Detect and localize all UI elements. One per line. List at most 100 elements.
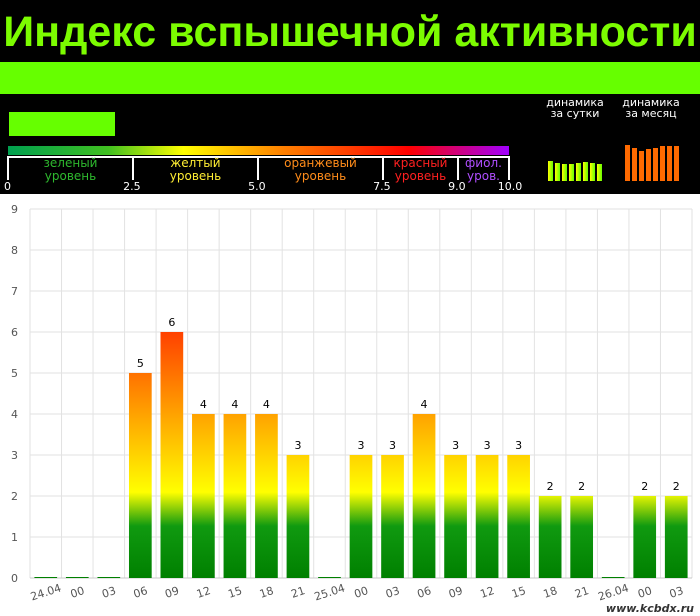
level-label-line2: уровень: [169, 169, 222, 183]
level-label-line2: уровень: [294, 169, 347, 183]
x-tick-label: 12: [195, 584, 212, 601]
dynamics-month-label-line2: за месяц: [625, 107, 677, 120]
bar-value-label: 4: [421, 398, 428, 411]
bar: [97, 577, 121, 578]
level-scale-tick: [457, 156, 459, 180]
x-tick-label: 15: [226, 584, 243, 601]
y-tick-label: 8: [11, 244, 18, 257]
x-tick-label: 24.04: [29, 581, 63, 603]
sparkbar: [569, 164, 574, 181]
level-label: красный уровень: [383, 157, 458, 183]
level-label: зеленый уровень: [8, 157, 133, 183]
x-tick-label: 06: [132, 584, 149, 601]
level-scale-tick: [257, 156, 259, 180]
dynamics-day-label: динамика за сутки: [540, 97, 610, 119]
level-label-line1: фиол.: [465, 156, 502, 170]
sparkbar: [625, 145, 630, 181]
y-tick-label: 5: [11, 367, 18, 380]
chart-bars: [34, 332, 688, 578]
x-tick-label: 15: [510, 584, 527, 601]
sparkbar: [660, 146, 665, 181]
bar: [349, 455, 373, 578]
y-tick-label: 2: [11, 490, 18, 503]
bar: [381, 455, 404, 578]
x-tick-label: 03: [100, 584, 117, 601]
x-tick-label: 18: [258, 584, 275, 601]
sparkbar: [667, 146, 672, 181]
sparkbar: [639, 151, 644, 181]
dynamics-month-label: динамика за месяц: [616, 97, 686, 119]
y-tick-label: 7: [11, 285, 18, 298]
level-scale-tick: [7, 156, 9, 180]
bar: [192, 414, 215, 578]
bar: [507, 455, 530, 578]
watermark: www.kcbdx.ru: [603, 602, 696, 615]
x-tick-label: 12: [479, 584, 496, 601]
x-tick-label: 18: [542, 584, 559, 601]
level-scale-number: 2.5: [123, 180, 141, 193]
y-tick-label: 0: [11, 572, 18, 585]
bar: [65, 577, 89, 578]
level-scale-number: 9.0: [448, 180, 466, 193]
level-label: желтый уровень: [133, 157, 258, 183]
bar: [34, 577, 58, 578]
y-tick-label: 3: [11, 449, 18, 462]
bar: [318, 577, 341, 578]
bar: [633, 496, 657, 578]
x-tick-label: 00: [352, 584, 369, 601]
x-tick-label: 25.04: [313, 581, 347, 603]
level-label-line2: уровень: [394, 169, 447, 183]
y-tick-label: 4: [11, 408, 18, 421]
bar-value-label: 3: [358, 439, 365, 452]
bar: [570, 496, 594, 578]
bar: [601, 577, 625, 578]
level-scale-tick: [382, 156, 384, 180]
x-tick-label: 26.04: [596, 581, 630, 603]
x-tick-label: 09: [447, 584, 464, 601]
level-label: фиол. уров.: [458, 157, 509, 183]
level-label-line2: уров.: [467, 169, 500, 183]
bar: [475, 455, 499, 578]
sparkbar: [555, 163, 560, 181]
dynamics-day-label-line2: за сутки: [550, 107, 600, 120]
bar: [412, 414, 436, 578]
page-title: Индекс вспышечной активности: [3, 8, 697, 56]
level-label-line1: желтый: [170, 156, 221, 170]
sparkbar: [583, 162, 588, 181]
bar: [664, 496, 688, 578]
bar-value-label: 2: [547, 480, 554, 493]
dynamics-day-label-line1: динамика: [546, 96, 604, 109]
y-tick-label: 6: [11, 326, 18, 339]
sparkbar: [548, 161, 553, 181]
sparkbar: [653, 148, 658, 181]
level-scale-gradient: [8, 146, 509, 155]
sparkbar: [632, 148, 637, 181]
sparkbar: [562, 164, 567, 181]
bar: [223, 414, 247, 578]
level-scale-number: 7.5: [373, 180, 391, 193]
bar: [128, 373, 152, 578]
current-level-band: [0, 62, 700, 94]
bar-value-label: 3: [389, 439, 396, 452]
x-tick-label: 06: [416, 584, 433, 601]
bar: [255, 414, 278, 578]
bar-value-label: 3: [294, 439, 301, 452]
bar-value-label: 4: [200, 398, 207, 411]
header-panel: Индекс вспышечной активности 0 2.5 5.0 7.5 9…: [0, 0, 700, 194]
level-label: оранжевый уровень: [258, 157, 383, 183]
level-label-line1: красный: [393, 156, 448, 170]
y-tick-label: 9: [11, 203, 18, 216]
bar-value-label: 2: [673, 480, 680, 493]
y-tick-label: 1: [11, 531, 18, 544]
sparkbar: [646, 149, 651, 181]
bar: [538, 496, 562, 578]
bar-value-label: 2: [578, 480, 585, 493]
x-tick-label: 09: [163, 584, 180, 601]
level-scale-tick: [132, 156, 134, 180]
bar-value-label: 2: [641, 480, 648, 493]
x-tick-label: 21: [289, 584, 306, 601]
level-scale-number: 10.0: [497, 180, 523, 193]
level-scale-number: 5.0: [248, 180, 266, 193]
